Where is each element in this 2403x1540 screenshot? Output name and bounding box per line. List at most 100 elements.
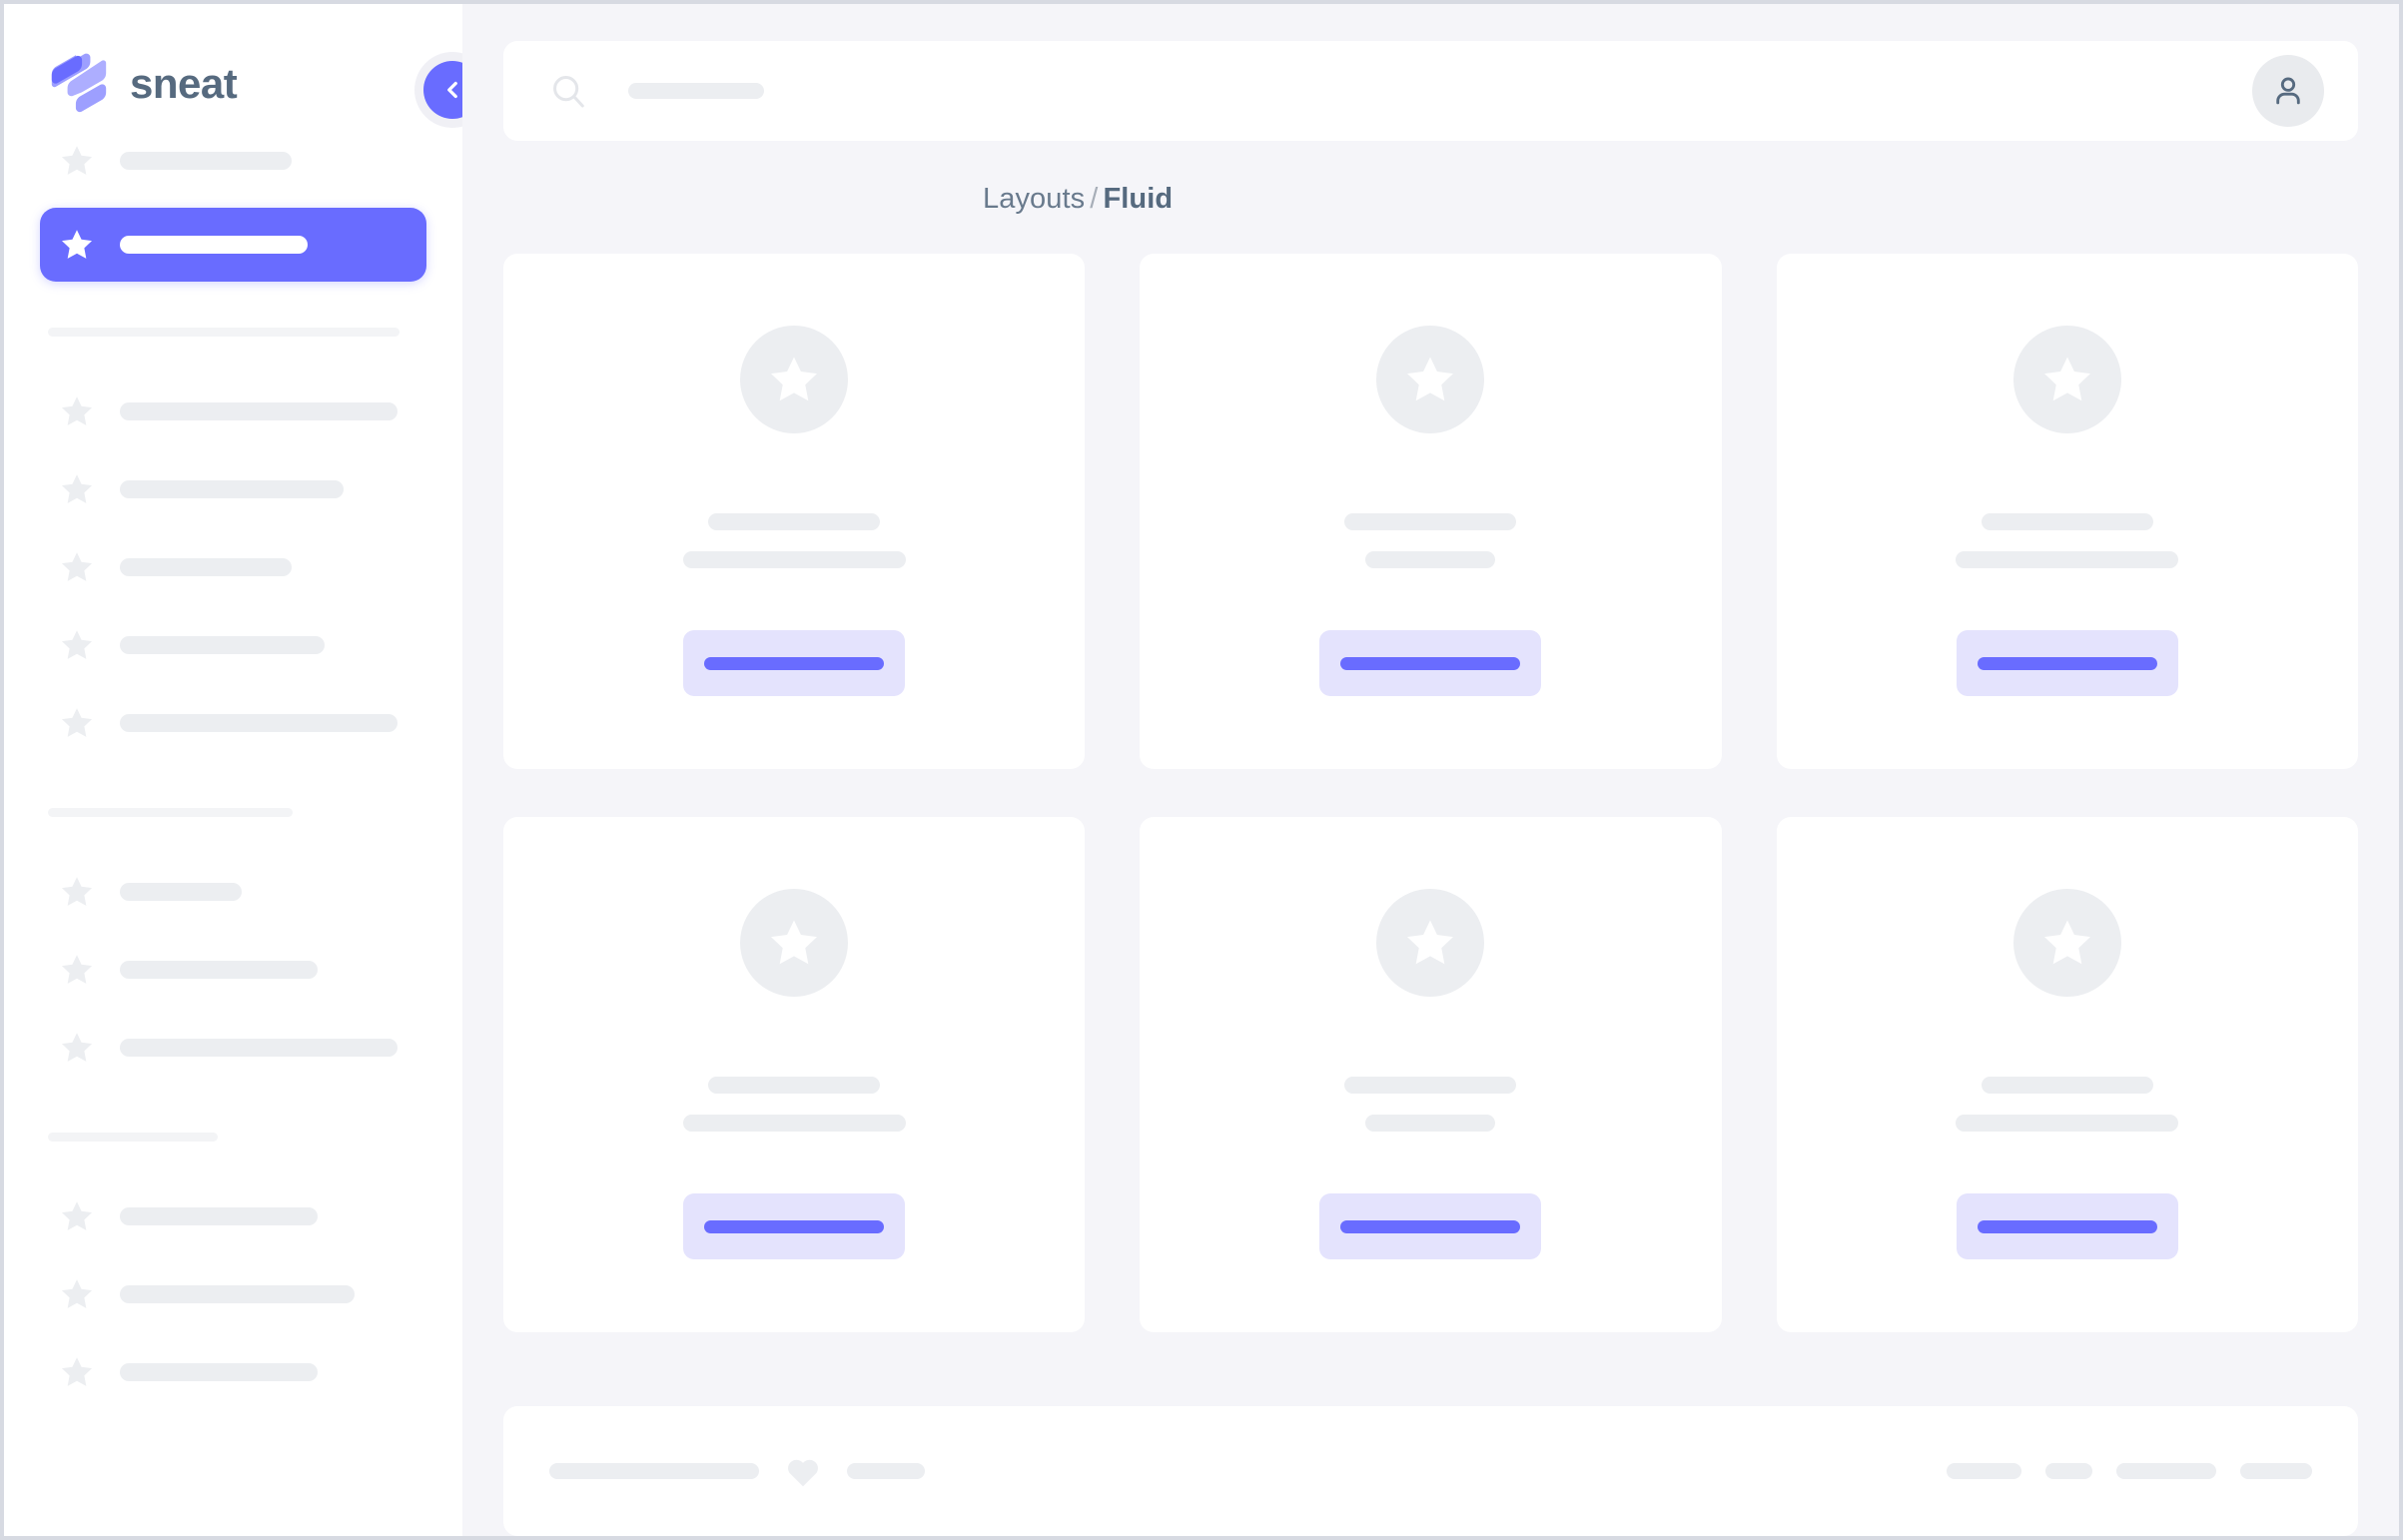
sidebar-item-label (120, 1285, 355, 1303)
sidebar-nav-list (4, 122, 462, 1411)
sidebar-item-label (120, 236, 308, 254)
star-icon (61, 230, 93, 259)
content-card[interactable] (1140, 254, 1722, 769)
card-action-button[interactable] (683, 630, 906, 696)
star-icon (61, 955, 93, 984)
user-avatar-icon (2276, 77, 2300, 105)
sidebar-group-divider (48, 328, 400, 337)
card-action-button-label (1977, 1219, 2157, 1233)
sidebar-group-divider (48, 1133, 218, 1142)
sidebar-item-7[interactable] (4, 853, 462, 931)
star-icon (771, 357, 818, 401)
card-action-button-label (704, 1219, 885, 1233)
sidebar-item-9[interactable] (4, 1009, 462, 1087)
star-icon (2043, 920, 2090, 965)
breadcrumb-parent[interactable]: Layouts (983, 183, 1086, 215)
sidebar-item-label (120, 558, 292, 576)
content-card[interactable] (503, 817, 1086, 1332)
sidebar-item-label (120, 883, 242, 901)
footer-copyright-text (549, 1463, 759, 1479)
card-avatar (1376, 889, 1485, 997)
content-card[interactable] (503, 254, 1086, 769)
sidebar-nav (4, 122, 462, 1411)
breadcrumb-separator: / (1090, 183, 1099, 215)
sneat-s-logo-icon (51, 53, 107, 113)
card-title (1981, 513, 2153, 530)
brand[interactable]: sneat (4, 4, 462, 122)
app-viewport: sneat (4, 4, 2399, 1536)
footer (503, 1406, 2358, 1536)
card-avatar (740, 889, 849, 997)
sidebar-item-label (120, 961, 318, 979)
card-grid (503, 254, 2358, 1332)
footer-links (1947, 1463, 2312, 1479)
star-icon (61, 146, 93, 175)
sidebar-item-label (120, 1363, 318, 1381)
sidebar-item-3[interactable] (4, 450, 462, 528)
sidebar-item-10[interactable] (4, 1177, 462, 1255)
sidebar-item-label (120, 1039, 398, 1057)
search-icon[interactable] (549, 72, 587, 110)
sidebar-item-11[interactable] (4, 1255, 462, 1333)
star-icon (61, 1201, 93, 1230)
card-action-button-label (1340, 1219, 1521, 1233)
card-title (708, 513, 881, 530)
star-icon (61, 1357, 93, 1386)
star-icon (61, 877, 93, 906)
heart-icon (788, 1459, 818, 1487)
card-subtitle (1365, 551, 1496, 568)
card-action-button[interactable] (1319, 1193, 1542, 1259)
sidebar-item-8[interactable] (4, 931, 462, 1009)
content-card[interactable] (1776, 817, 2358, 1332)
footer-author-link[interactable] (847, 1463, 925, 1479)
star-icon (61, 474, 93, 503)
footer-left (549, 1454, 925, 1488)
sidebar: sneat (4, 4, 462, 1536)
search-input[interactable] (628, 83, 764, 99)
star-icon (61, 1033, 93, 1062)
user-menu-button[interactable] (2252, 55, 2324, 127)
footer-link[interactable] (2240, 1463, 2312, 1479)
card-subtitle (1365, 1115, 1496, 1132)
breadcrumb-current: Fluid (1103, 183, 1174, 215)
topbar (503, 41, 2358, 141)
card-subtitle (1956, 551, 2179, 568)
sidebar-item-label (120, 1207, 318, 1225)
star-icon (61, 396, 93, 425)
breadcrumb: Layouts / Fluid (983, 185, 2399, 214)
footer-link[interactable] (1947, 1463, 2021, 1479)
sidebar-item-12[interactable] (4, 1333, 462, 1411)
content-card[interactable] (1776, 254, 2358, 769)
card-action-button[interactable] (1319, 630, 1542, 696)
card-action-button[interactable] (683, 1193, 906, 1259)
sidebar-item-label (120, 152, 292, 170)
sidebar-item-4[interactable] (4, 528, 462, 606)
content-card[interactable] (1140, 817, 1722, 1332)
sidebar-item-5[interactable] (4, 606, 462, 684)
card-action-button[interactable] (1956, 1193, 2178, 1259)
card-action-button-label (1977, 656, 2157, 670)
sidebar-item-6[interactable] (4, 684, 462, 762)
sidebar-item-label (120, 480, 344, 498)
sidebar-item-0[interactable] (4, 122, 462, 200)
card-action-button[interactable] (1956, 630, 2178, 696)
card-avatar (2012, 326, 2121, 433)
sidebar-item-label (120, 714, 398, 732)
card-title (708, 1077, 881, 1094)
card-subtitle (682, 1115, 906, 1132)
star-icon (1407, 920, 1454, 965)
sidebar-group-divider (48, 808, 293, 817)
sidebar-item-label (120, 402, 398, 420)
star-icon (61, 552, 93, 581)
card-avatar (2012, 889, 2121, 997)
sidebar-item-1[interactable] (40, 208, 426, 282)
card-title (1981, 1077, 2153, 1094)
star-icon (61, 1279, 93, 1308)
footer-link[interactable] (2045, 1463, 2092, 1479)
card-subtitle (682, 551, 906, 568)
star-icon (2043, 357, 2090, 401)
footer-link[interactable] (2116, 1463, 2216, 1479)
content-region (462, 214, 2399, 1358)
sidebar-item-2[interactable] (4, 373, 462, 450)
card-action-button-label (704, 656, 885, 670)
